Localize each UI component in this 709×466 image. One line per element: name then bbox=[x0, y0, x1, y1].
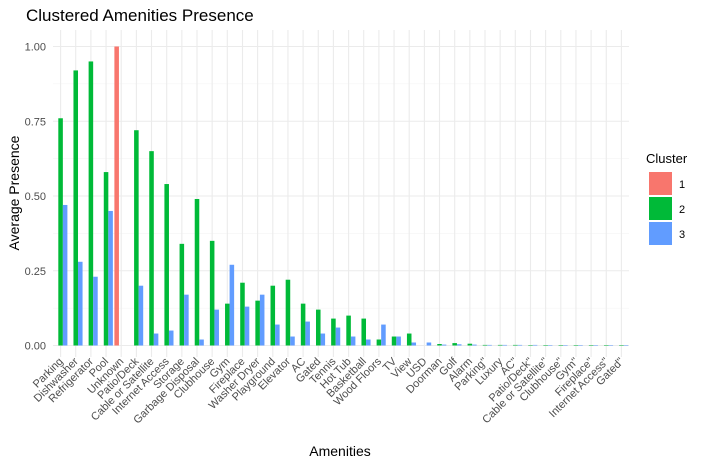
bar-series-2 bbox=[164, 184, 169, 346]
bar-series-2 bbox=[482, 344, 488, 346]
bar-series-3 bbox=[563, 345, 568, 346]
bar-series-3 bbox=[199, 339, 204, 346]
bar-series-3 bbox=[472, 344, 477, 346]
legend-title: Cluster bbox=[646, 151, 688, 166]
bar-series-1 bbox=[114, 46, 119, 346]
x-axis-ticks: ParkingDishwasherRefrigeratorPoolUnknown… bbox=[31, 355, 627, 426]
bar-series-2 bbox=[225, 303, 230, 346]
bar-series-3 bbox=[441, 344, 447, 346]
bar-series-2 bbox=[346, 315, 351, 346]
bar-series-3 bbox=[244, 306, 250, 346]
legend: Cluster 1 2 3 bbox=[646, 151, 688, 245]
bar-series-2 bbox=[361, 318, 367, 346]
bar-series-2 bbox=[437, 344, 442, 346]
bar-series-3 bbox=[214, 309, 219, 346]
y-tick-label: 1.00 bbox=[25, 42, 46, 54]
bar-series-3 bbox=[108, 210, 113, 346]
bar-series-3 bbox=[578, 345, 583, 346]
legend-key-3 bbox=[649, 222, 672, 245]
bar-series-2 bbox=[270, 285, 276, 346]
bar-series-2 bbox=[406, 333, 412, 346]
bar-series-3 bbox=[487, 344, 492, 346]
legend-label-3: 3 bbox=[679, 229, 685, 241]
bar-series-2 bbox=[255, 300, 260, 346]
bar-series-3 bbox=[396, 336, 401, 346]
legend-key-2 bbox=[649, 197, 672, 220]
bar-series-2 bbox=[603, 345, 609, 346]
bar-series-3 bbox=[350, 336, 356, 346]
bar-series-3 bbox=[320, 333, 326, 346]
bar-series-2 bbox=[452, 343, 457, 346]
bar-series-2 bbox=[134, 130, 139, 346]
bar-series-3 bbox=[168, 330, 174, 346]
bar-series-2 bbox=[240, 282, 245, 346]
bar-series-2 bbox=[497, 344, 503, 346]
bar-series-3 bbox=[259, 294, 265, 346]
bar-series-2 bbox=[103, 172, 109, 346]
chart-title: Clustered Amenities Presence bbox=[26, 6, 254, 25]
bar-series-2 bbox=[300, 303, 306, 346]
y-axis-title: Average Presence bbox=[6, 135, 22, 250]
bar-series-2 bbox=[528, 345, 533, 346]
bar-series-2 bbox=[285, 279, 291, 346]
bar-series-2 bbox=[315, 309, 321, 346]
bars bbox=[58, 46, 629, 346]
bar-series-3 bbox=[78, 261, 83, 346]
bar-series-3 bbox=[138, 285, 144, 346]
bar-series-2 bbox=[558, 345, 564, 346]
y-axis-ticks: 0.00 0.25 0.50 0.75 1.00 bbox=[25, 42, 46, 353]
bar-series-3 bbox=[335, 327, 341, 346]
bar-series-3 bbox=[593, 345, 598, 346]
bar-series-3 bbox=[184, 294, 189, 346]
bar-series-2 bbox=[179, 243, 185, 346]
bar-series-3 bbox=[547, 345, 553, 346]
bar-series-2 bbox=[88, 61, 94, 346]
bar-series-2 bbox=[209, 240, 215, 346]
bar-series-3 bbox=[290, 336, 295, 346]
legend-key-1 bbox=[649, 172, 672, 195]
bar-series-3 bbox=[426, 342, 432, 346]
y-tick-label: 0.25 bbox=[25, 266, 46, 278]
bar-series-3 bbox=[62, 204, 68, 346]
bar-series-3 bbox=[93, 276, 98, 346]
bar-series-2 bbox=[58, 118, 63, 346]
x-axis-title: Amenities bbox=[309, 443, 370, 459]
legend-label-1: 1 bbox=[679, 179, 685, 191]
plot-panel bbox=[53, 30, 629, 357]
bar-series-3 bbox=[608, 345, 614, 346]
bar-series-2 bbox=[619, 345, 624, 346]
legend-label-2: 2 bbox=[679, 204, 685, 216]
y-tick-label: 0.50 bbox=[25, 191, 46, 203]
bar-series-3 bbox=[381, 324, 386, 346]
bar-series-3 bbox=[517, 344, 523, 346]
bar-series-2 bbox=[73, 70, 79, 346]
bar-series-2 bbox=[331, 318, 336, 346]
bar-series-3 bbox=[502, 344, 507, 346]
bar-series-3 bbox=[411, 342, 417, 346]
bar-series-2 bbox=[513, 344, 518, 346]
bar-series-2 bbox=[376, 339, 382, 346]
bar-series-3 bbox=[366, 339, 371, 346]
bar-series-2 bbox=[543, 345, 548, 346]
bar-series-3 bbox=[532, 344, 538, 346]
y-tick-label: 0.00 bbox=[25, 341, 46, 353]
bar-series-2 bbox=[588, 345, 594, 346]
bar-series-2 bbox=[194, 198, 200, 346]
bar-series-2 bbox=[149, 151, 154, 346]
bar-series-3 bbox=[623, 345, 629, 346]
bar-series-3 bbox=[305, 321, 310, 346]
bar-series-3 bbox=[456, 344, 462, 346]
bar-series-3 bbox=[275, 324, 280, 346]
bar-series-2 bbox=[467, 343, 473, 346]
bar-series-2 bbox=[573, 345, 579, 346]
bar-series-3 bbox=[229, 264, 235, 346]
bar-series-3 bbox=[153, 333, 159, 346]
bar-series-2 bbox=[391, 336, 397, 346]
y-tick-label: 0.75 bbox=[25, 116, 46, 128]
